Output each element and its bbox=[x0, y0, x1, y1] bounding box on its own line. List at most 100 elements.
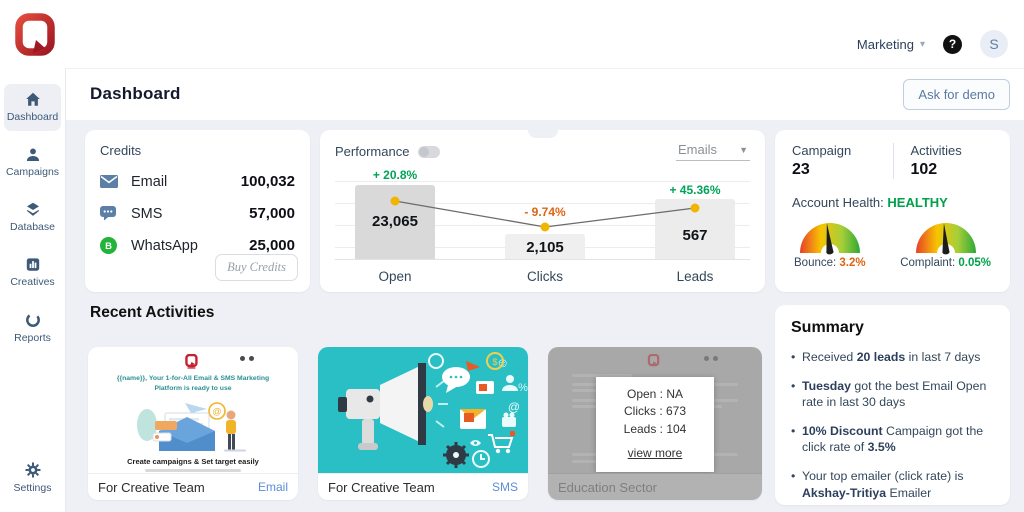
template-logo-icon bbox=[185, 354, 198, 369]
home-icon bbox=[25, 92, 40, 106]
sidebar-item-label: Dashboard bbox=[6, 111, 59, 123]
template-heading: {{name}}, Your 1-for-All Email & SMS Mar… bbox=[116, 375, 270, 392]
gauge-dial-icon bbox=[799, 223, 860, 255]
view-more-link[interactable]: view more bbox=[627, 446, 683, 461]
whatsapp-business-icon: B bbox=[100, 237, 120, 254]
summary-card: Summary Received 20 leads in last 7 days… bbox=[775, 305, 1010, 505]
sidebar-item-creatives[interactable]: Creatives bbox=[4, 249, 61, 296]
bar-chart-icon bbox=[26, 258, 39, 271]
brand-logo-icon[interactable] bbox=[13, 12, 57, 56]
sidebar-divider bbox=[65, 68, 66, 512]
bar-value-clicks: 2,105 bbox=[526, 239, 564, 256]
complaint-label: Complaint: bbox=[900, 257, 956, 269]
credit-value: 25,000 bbox=[249, 237, 295, 254]
bounce-gauge: Bounce: 3.2% bbox=[794, 218, 866, 269]
bar-value-open: 23,065 bbox=[372, 213, 418, 230]
summary-list: Received 20 leads in last 7 days Tuesday … bbox=[791, 349, 994, 501]
svg-text:%: % bbox=[518, 382, 528, 394]
bar-clicks[interactable] bbox=[505, 234, 585, 259]
megaphone-illustration: ☺ $ % @ bbox=[338, 352, 528, 468]
performance-toggle[interactable] bbox=[418, 145, 441, 158]
svg-text:@: @ bbox=[508, 400, 520, 414]
email-illustration: @ bbox=[137, 401, 246, 452]
campaign-value: 23 bbox=[792, 161, 810, 178]
summary-bullet: Received 20 leads in last 7 days bbox=[791, 349, 994, 366]
sidebar-item-label: Database bbox=[10, 221, 55, 233]
activities-stat: Activities 102 bbox=[892, 143, 994, 179]
sidebar-item-reports[interactable]: Reports bbox=[4, 304, 61, 352]
delta-clicks: - 9.74% bbox=[524, 205, 566, 219]
activities-value: 102 bbox=[910, 161, 938, 178]
report-circle-icon bbox=[25, 313, 40, 327]
credits-title: Credits bbox=[100, 143, 142, 158]
sidebar-item-database[interactable]: Database bbox=[4, 194, 61, 241]
x-label-leads: Leads bbox=[676, 269, 714, 284]
activity-card-email[interactable]: {{name}}, Your 1-for-All Email & SMS Mar… bbox=[88, 347, 298, 500]
gear-icon bbox=[24, 462, 41, 478]
layers-icon bbox=[26, 202, 39, 216]
x-label-clicks: Clicks bbox=[527, 269, 563, 284]
activity-channel-tag: SMS bbox=[491, 480, 518, 494]
campaign-stat: Campaign 23 bbox=[792, 143, 893, 179]
org-dropdown[interactable]: Marketing ▾ bbox=[857, 37, 925, 52]
credit-value: 100,032 bbox=[240, 173, 295, 190]
performance-chart: 23,065 2,105 567 + 20.8% - 9.74% + 45.36… bbox=[335, 168, 750, 260]
summary-bullet: 10% Discount Campaign got the click rate… bbox=[791, 423, 994, 456]
campaign-label: Campaign bbox=[792, 143, 852, 158]
credit-channel: Email bbox=[131, 173, 168, 190]
activity-card-sms[interactable]: ☺ $ % @ bbox=[318, 347, 528, 500]
credit-row-sms: SMS 57,000 bbox=[100, 205, 295, 222]
page-header: Dashboard Ask for demo bbox=[66, 68, 1024, 120]
sidebar-item-campaigns[interactable]: Campaigns bbox=[4, 139, 61, 186]
template-logo-icon bbox=[647, 354, 660, 367]
activity-channel-tag: Email bbox=[257, 480, 288, 494]
chevron-down-icon: ▼ bbox=[739, 144, 748, 155]
content-area: Credits Email 100,032 SMS 57,000 B What bbox=[66, 120, 1024, 512]
credit-channel: SMS bbox=[131, 205, 163, 222]
sidebar-item-dashboard[interactable]: Dashboard bbox=[4, 84, 61, 131]
svg-text:@: @ bbox=[212, 406, 221, 416]
org-dropdown-label: Marketing bbox=[856, 36, 914, 52]
delta-open: + 20.8% bbox=[372, 168, 418, 182]
stats-tooltip: Open : NA Clicks : 673 Leads : 104 view … bbox=[596, 377, 714, 473]
channel-filter-value: Emails bbox=[678, 142, 718, 157]
ask-for-demo-button[interactable]: Ask for demo bbox=[903, 79, 1010, 110]
summary-bullet: Your top emailer (click rate) is Akshay-… bbox=[791, 468, 994, 501]
account-stats-card: Campaign 23 Activities 102 Account Healt… bbox=[775, 130, 1010, 292]
sidebar-item-label: Creatives bbox=[10, 276, 55, 288]
credit-value: 57,000 bbox=[249, 205, 295, 222]
activity-name: For Creative Team bbox=[328, 479, 435, 495]
svg-text:$: $ bbox=[492, 357, 497, 367]
tooltip-leads: Leads : 104 bbox=[623, 421, 687, 436]
credit-row-email: Email 100,032 bbox=[100, 173, 295, 190]
template-cta-text: Create campaigns & Set target easily bbox=[127, 456, 259, 466]
channel-filter-dropdown[interactable]: Emails ▼ bbox=[676, 142, 750, 161]
buy-credits-button[interactable]: Buy Credits bbox=[215, 254, 298, 281]
performance-card: Performance Emails ▼ 23,065 2,105 567 bbox=[320, 130, 765, 292]
sidebar-item-settings[interactable]: Settings bbox=[4, 454, 61, 502]
summary-bullet: Tuesday got the best Email Open rate in … bbox=[791, 378, 994, 411]
svg-text:B: B bbox=[105, 241, 112, 252]
account-health: Account Health: HEALTHY bbox=[792, 195, 993, 210]
activity-card-education[interactable]: Open : NA Clicks : 673 Leads : 104 view … bbox=[548, 347, 762, 500]
account-health-label: Account Health: bbox=[792, 195, 884, 210]
template-subtext-placeholder bbox=[145, 468, 241, 472]
gauge-dial-icon bbox=[915, 223, 976, 255]
credit-channel: WhatsApp bbox=[131, 237, 198, 254]
user-avatar[interactable]: S bbox=[980, 30, 1008, 58]
x-label-open: Open bbox=[378, 269, 412, 284]
tooltip-clicks: Clicks : 673 bbox=[623, 404, 687, 419]
sidebar-item-label: Campaigns bbox=[5, 166, 60, 178]
help-icon[interactable]: ? bbox=[943, 34, 962, 54]
complaint-value: 0.05% bbox=[958, 257, 991, 269]
summary-title: Summary bbox=[791, 319, 864, 336]
credit-row-whatsapp: B WhatsApp 25,000 bbox=[100, 237, 295, 254]
delta-leads: + 45.36% bbox=[669, 183, 721, 197]
account-health-value: HEALTHY bbox=[887, 195, 948, 210]
person-icon bbox=[26, 148, 39, 161]
activity-name: For Creative Team bbox=[98, 479, 205, 495]
performance-title: Performance bbox=[335, 144, 410, 159]
sms-icon bbox=[100, 206, 120, 221]
email-icon bbox=[100, 175, 120, 188]
